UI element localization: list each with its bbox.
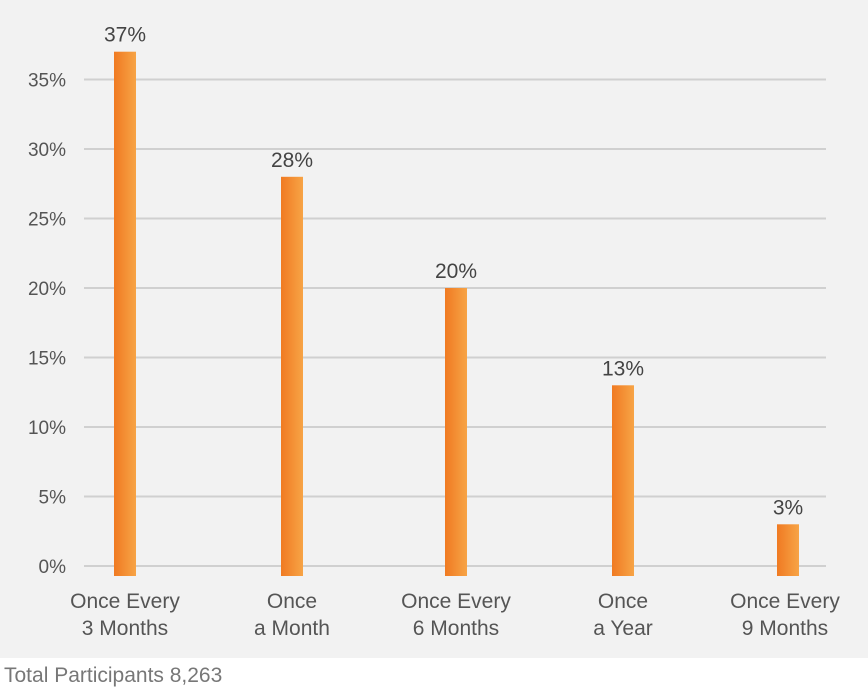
total-participants-note: Total Participants 8,263 xyxy=(4,664,223,687)
category-label-line: a Month xyxy=(254,617,330,640)
data-label: 37% xyxy=(104,24,146,47)
category-label-line: Once Every xyxy=(401,590,511,613)
y-tick-label: 30% xyxy=(28,140,66,161)
data-label: 20% xyxy=(435,260,477,283)
category-label: Once a Month xyxy=(254,590,330,640)
data-label: 13% xyxy=(602,357,644,380)
data-labels: 37% 28% 20% 13% 3% xyxy=(104,24,803,520)
category-label-line: Once Every xyxy=(730,590,840,613)
bars xyxy=(114,51,799,577)
category-labels: Once Every 3 Months Once a Month Once Every 6… xyxy=(70,590,840,640)
category-label: Once a Year xyxy=(593,590,653,640)
category-label-line: 9 Months xyxy=(742,617,828,640)
y-axis-ticks: 0% 5% 10% 15% 20% 25% 30% 35% xyxy=(28,71,66,579)
bar xyxy=(445,288,467,576)
chart-panel: 0% 5% 10% 15% 20% 25% 30% 35% 37% 28% 20% 13% 3% On… xyxy=(0,0,868,658)
y-tick-label: 25% xyxy=(28,210,66,231)
category-label-line: a Year xyxy=(593,617,653,640)
y-tick-label: 15% xyxy=(28,349,66,370)
y-tick-label: 5% xyxy=(39,488,67,509)
bar xyxy=(777,524,799,576)
category-label-line: Once Every xyxy=(70,590,180,613)
category-label-line: 3 Months xyxy=(82,617,168,640)
category-label: Once Every 9 Months xyxy=(730,590,840,640)
category-label-line: Once xyxy=(267,590,317,613)
y-tick-label: 20% xyxy=(28,279,66,300)
bar-chart: 0% 5% 10% 15% 20% 25% 30% 35% 37% 28% 20% 13% 3% On… xyxy=(28,24,840,640)
y-tick-label: 10% xyxy=(28,418,66,439)
category-label: Once Every 6 Months xyxy=(401,590,511,640)
category-label-line: Once xyxy=(598,590,648,613)
bar xyxy=(612,385,634,576)
bar xyxy=(281,176,303,577)
data-label: 3% xyxy=(773,496,803,519)
y-tick-label: 35% xyxy=(28,71,66,92)
bar xyxy=(114,51,136,576)
category-label-line: 6 Months xyxy=(413,617,499,640)
y-tick-label: 0% xyxy=(39,557,67,578)
category-label: Once Every 3 Months xyxy=(70,590,180,640)
data-label: 28% xyxy=(271,149,313,172)
